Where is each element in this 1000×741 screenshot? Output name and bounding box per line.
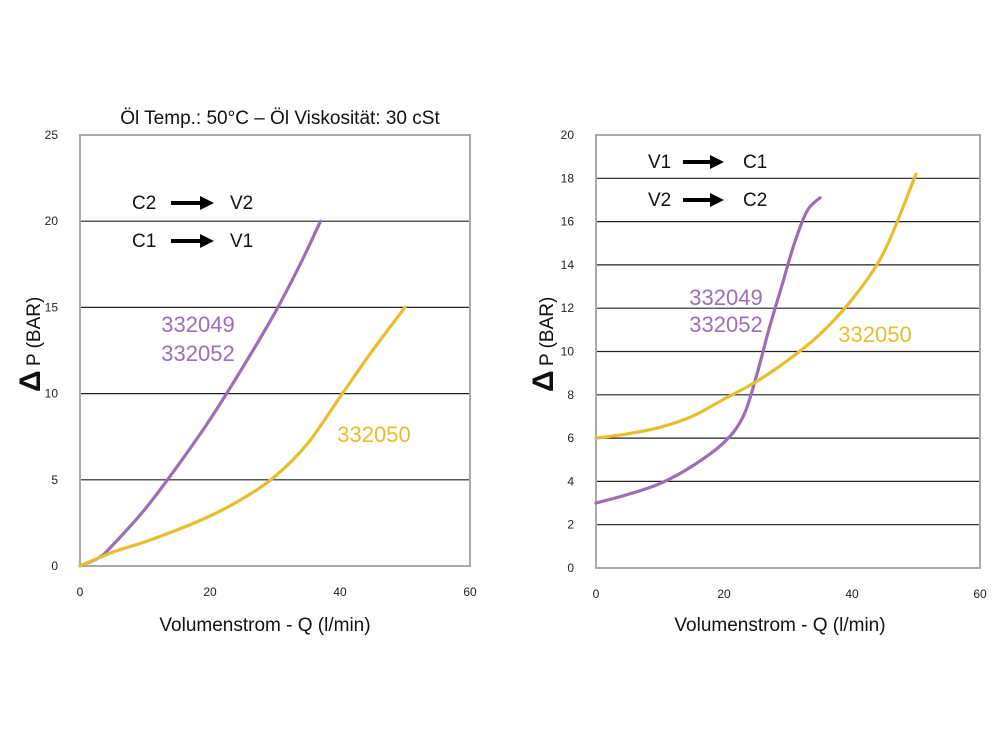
x-tick-label: 60 — [973, 587, 987, 601]
series-label-332052: 332052 — [689, 312, 762, 337]
flow-to-c2: C2 — [743, 190, 767, 211]
series-label-332049: 332049 — [161, 312, 234, 337]
y-tick-labels: 0 2 4 6 8 10 12 14 16 18 20 — [561, 128, 575, 575]
series-line-yellow — [594, 172, 918, 440]
arrow-right-icon — [171, 196, 214, 210]
x-tick-label: 20 — [717, 587, 731, 601]
y-tick-label: 6 — [567, 431, 574, 445]
arrow-right-icon — [683, 193, 724, 207]
y-axis-label: Δ P (BAR) — [14, 297, 47, 392]
series-label-332050: 332050 — [838, 322, 911, 347]
flow-to-v2: V2 — [230, 193, 253, 214]
series-line-purple — [78, 219, 323, 568]
y-tick-label: 20 — [45, 214, 59, 228]
y-tick-label: 15 — [45, 300, 59, 314]
y-tick-label: 20 — [561, 128, 575, 142]
y-axis-unit: P (BAR) — [537, 297, 558, 366]
chart-title: Öl Temp.: 50°C – Öl Viskosität: 30 cSt — [120, 108, 440, 129]
y-tick-label: 16 — [561, 215, 575, 229]
series-label-332049: 332049 — [689, 285, 762, 310]
x-tick-label: 20 — [203, 585, 217, 599]
plot-frame — [595, 134, 981, 569]
y-tick-label: 18 — [561, 171, 575, 185]
y-tick-label: 2 — [567, 518, 574, 532]
delta-symbol: Δ — [14, 370, 47, 392]
flow-to-c1: C1 — [743, 152, 767, 173]
series-lines — [78, 219, 407, 568]
y-tick-label: 0 — [51, 559, 58, 573]
y-tick-label: 5 — [51, 473, 58, 487]
series-line-yellow — [78, 305, 407, 568]
x-axis-label: Volumenstrom - Q (l/min) — [674, 615, 885, 636]
flow-from-c1: C1 — [132, 231, 156, 252]
series-line-purple — [594, 196, 822, 505]
x-axis-label: Volumenstrom - Q (l/min) — [159, 615, 370, 636]
y-tick-label: 4 — [567, 474, 574, 488]
flow-from-c2: C2 — [132, 193, 156, 214]
arrow-right-icon — [171, 234, 214, 248]
gridlines — [80, 220, 470, 481]
x-tick-label: 60 — [463, 585, 477, 599]
y-tick-labels: 0 5 10 15 20 25 — [45, 128, 59, 573]
y-tick-label: 12 — [561, 301, 575, 315]
arrow-right-icon — [683, 155, 724, 169]
x-tick-label: 40 — [333, 585, 347, 599]
x-tick-label: 40 — [845, 587, 859, 601]
y-tick-label: 25 — [45, 128, 59, 142]
y-tick-label: 10 — [561, 345, 575, 359]
flow-from-v1: V1 — [648, 152, 671, 173]
x-tick-labels: 0 20 40 60 — [593, 587, 987, 601]
y-tick-label: 14 — [561, 258, 575, 272]
chart-left: Öl Temp.: 50°C – Öl Viskosität: 30 cSt 0… — [14, 108, 477, 636]
y-axis-label: Δ P (BAR) — [527, 297, 560, 392]
x-tick-labels: 0 20 40 60 — [77, 585, 477, 599]
gridlines — [596, 177, 980, 526]
flow-to-v1: V1 — [230, 231, 253, 252]
x-tick-label: 0 — [77, 585, 84, 599]
y-tick-label: 0 — [567, 561, 574, 575]
series-label-332052: 332052 — [161, 341, 234, 366]
plot-frame — [79, 134, 471, 567]
series-lines — [594, 172, 918, 505]
y-axis-unit: P (BAR) — [24, 297, 45, 366]
y-tick-label: 8 — [567, 388, 574, 402]
series-label-332050: 332050 — [337, 422, 410, 447]
delta-symbol: Δ — [527, 370, 560, 392]
y-tick-label: 10 — [45, 387, 59, 401]
x-tick-label: 0 — [593, 587, 600, 601]
flow-from-v2: V2 — [648, 190, 671, 211]
